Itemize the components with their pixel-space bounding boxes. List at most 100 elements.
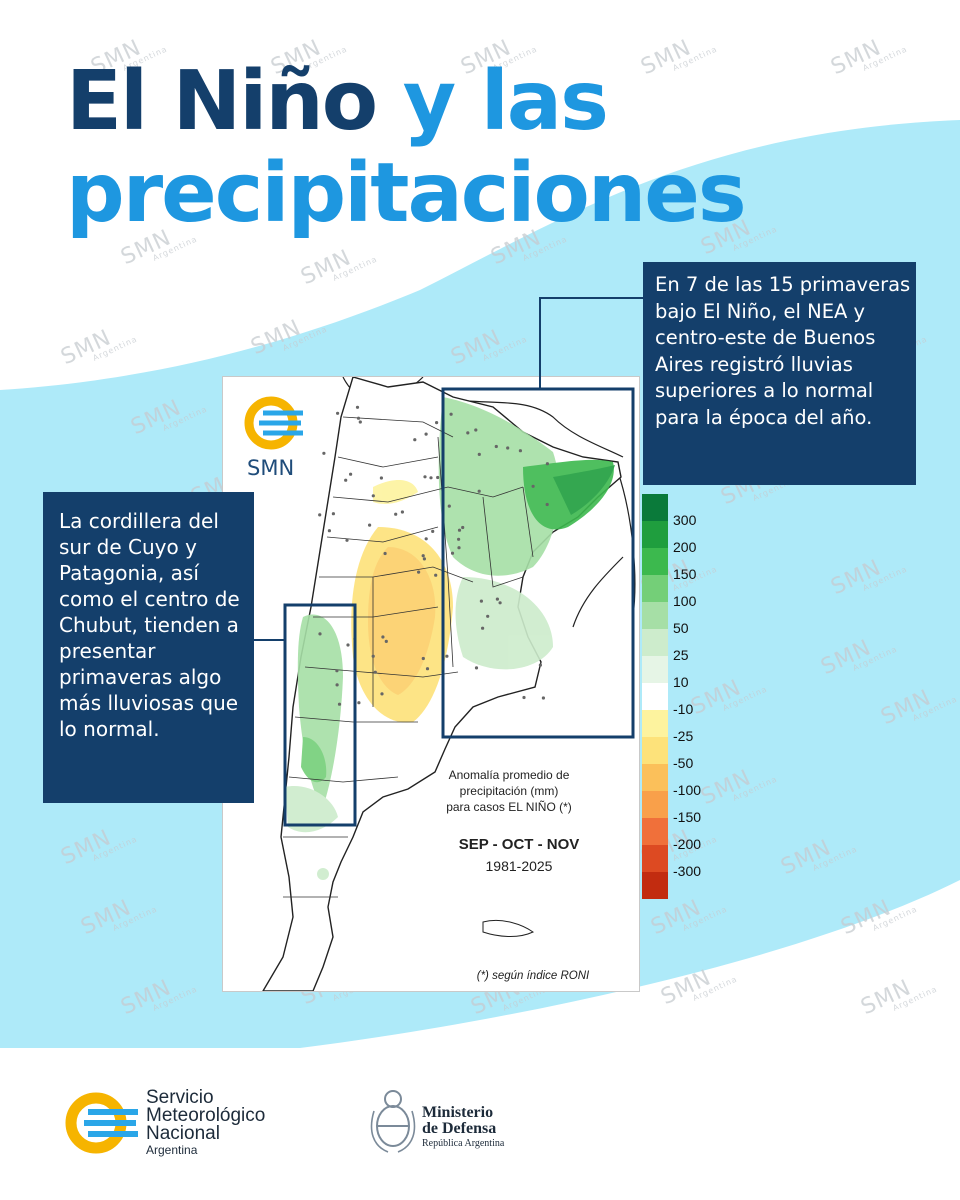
legend-swatch xyxy=(642,818,668,845)
station-dot xyxy=(327,529,331,533)
border-uruguay-north xyxy=(572,556,624,628)
smn-footer-logo-text: Servicio Meteorológico Nacional Argentin… xyxy=(146,1088,266,1158)
caption-line1: Anomalía promedio de xyxy=(449,768,570,782)
title-second-line: precipitaciones xyxy=(66,146,747,241)
station-dot xyxy=(336,411,340,415)
legend-swatch xyxy=(642,575,668,602)
station-dot xyxy=(337,702,342,706)
title-dark-part: El Niño xyxy=(66,54,378,149)
legend-label: 300 xyxy=(673,512,697,528)
station-dot xyxy=(413,438,417,442)
station-dot xyxy=(457,537,461,541)
caption-note: (*) según índice RONI xyxy=(477,970,590,982)
smn-footer-logo-icon xyxy=(65,1092,138,1154)
legend-swatch xyxy=(642,548,668,575)
callout-cordillera: La cordillera del sur de Cuyo y Patagoni… xyxy=(43,492,254,803)
station-dot xyxy=(345,538,349,542)
station-points xyxy=(318,405,549,706)
ministry-line1: Ministerio xyxy=(422,1104,494,1121)
legend-swatch xyxy=(642,791,668,818)
station-dot xyxy=(538,663,542,667)
title-light-part: y las xyxy=(402,54,609,149)
province-borders xyxy=(283,416,534,898)
station-dot xyxy=(380,692,384,696)
station-dot xyxy=(474,428,478,432)
legend-label: 100 xyxy=(673,593,697,609)
nea-highlight-box xyxy=(441,387,635,739)
legend-swatch xyxy=(642,656,668,683)
station-dot xyxy=(421,656,425,661)
legend-label: -50 xyxy=(673,755,693,771)
caption-period: SEP - OCT - NOV xyxy=(459,836,580,853)
malvinas-islands xyxy=(482,919,534,937)
smn-line4: Argentina xyxy=(146,1143,198,1157)
station-dot xyxy=(522,695,526,700)
station-dot xyxy=(394,512,398,516)
station-dot xyxy=(541,696,545,700)
station-dot xyxy=(400,510,404,514)
station-dot xyxy=(436,475,440,480)
legend-swatch xyxy=(642,764,668,791)
station-dot xyxy=(495,597,499,601)
station-dot xyxy=(373,670,377,674)
station-dot xyxy=(356,416,361,420)
station-dot xyxy=(384,639,388,643)
station-dot xyxy=(357,701,361,705)
station-dot xyxy=(457,528,462,532)
precipitation-anomaly-map: SMN Anomalía promedio de precipitación (… xyxy=(222,376,640,992)
station-dot xyxy=(477,489,481,493)
station-dot xyxy=(450,551,455,555)
station-dot xyxy=(425,667,430,671)
smn-line2: Meteorológico xyxy=(146,1105,266,1126)
caption-line3: para casos EL NIÑO (*) xyxy=(446,800,572,814)
station-dot xyxy=(381,635,385,639)
station-dot xyxy=(434,573,438,577)
callout-nea: En 7 de las 15 primaveras bajo El Niño, … xyxy=(643,262,916,485)
legend-label: 10 xyxy=(673,674,689,690)
ministry-line3: República Argentina xyxy=(422,1138,505,1149)
station-dot xyxy=(481,626,485,630)
station-dot xyxy=(371,654,375,658)
station-dot xyxy=(494,444,498,449)
border-paraguay xyxy=(440,396,624,458)
ministry-text: Ministerio de Defensa República Argentin… xyxy=(422,1105,504,1150)
legend-label: 25 xyxy=(673,647,689,663)
legend-swatch xyxy=(642,710,668,737)
argentina-map-svg: SMN Anomalía promedio de precipitación (… xyxy=(244,377,636,991)
station-dot xyxy=(531,484,535,488)
station-dot xyxy=(474,666,479,670)
station-dot xyxy=(429,476,433,480)
legend-label: -25 xyxy=(673,728,693,744)
station-dot xyxy=(424,537,428,541)
legend-label: -300 xyxy=(673,863,701,879)
legend-label: -200 xyxy=(673,836,701,852)
legend-label: -10 xyxy=(673,701,693,717)
station-dot xyxy=(518,449,522,453)
station-dot xyxy=(344,478,348,482)
ministry-line2: de Defensa xyxy=(422,1120,497,1137)
legend-label: -100 xyxy=(673,782,701,798)
station-dot xyxy=(322,451,326,455)
legend-swatch xyxy=(642,872,668,899)
station-dot xyxy=(457,546,461,550)
caption-years: 1981-2025 xyxy=(486,858,553,874)
station-dot xyxy=(506,446,510,450)
station-dot xyxy=(358,420,362,424)
station-dot xyxy=(318,513,322,517)
legend-swatch xyxy=(642,521,668,548)
legend-label: 150 xyxy=(673,566,697,582)
station-dot xyxy=(466,431,470,435)
smn-map-logo-text: SMN xyxy=(247,456,294,480)
station-dot xyxy=(435,421,439,425)
national-coat-of-arms-icon xyxy=(370,1090,416,1153)
station-dot xyxy=(479,599,483,603)
station-dot xyxy=(346,643,350,647)
legend-swatch xyxy=(642,683,668,710)
station-dot xyxy=(383,551,387,556)
station-dot xyxy=(461,525,465,530)
station-dot xyxy=(477,452,481,456)
station-dot xyxy=(498,601,502,605)
station-dot xyxy=(368,523,372,527)
legend-swatch xyxy=(642,494,668,521)
